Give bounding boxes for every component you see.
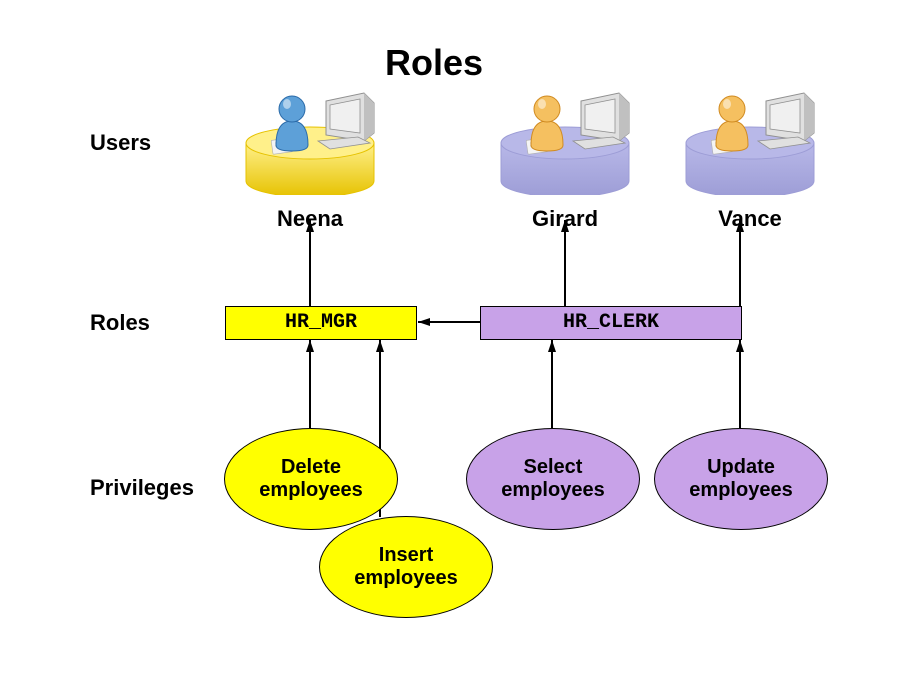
arrow-update-to-hr_clerk bbox=[736, 340, 744, 428]
arrow-hr_clerk-to-hr_mgr bbox=[418, 318, 480, 326]
arrow-hr_clerk-to-vance bbox=[736, 220, 744, 306]
arrow-delete-to-hr_mgr bbox=[306, 340, 314, 428]
user-vance: Vance bbox=[670, 85, 830, 232]
user-girard: Girard bbox=[485, 85, 645, 232]
user-desk-icon bbox=[230, 85, 390, 200]
user-label: Girard bbox=[485, 206, 645, 232]
privilege-label-line1: Update bbox=[707, 456, 775, 479]
privilege-label-line2: employees bbox=[501, 479, 604, 502]
privilege-label-line1: Delete bbox=[281, 456, 341, 479]
role-hr_mgr: HR_MGR bbox=[225, 306, 417, 340]
privilege-select: Selectemployees bbox=[466, 428, 640, 530]
privilege-label-line1: Select bbox=[524, 456, 583, 479]
arrow-select-to-hr_clerk bbox=[548, 340, 556, 428]
privilege-update: Updateemployees bbox=[654, 428, 828, 530]
user-label: Neena bbox=[230, 206, 390, 232]
privilege-label-line1: Insert bbox=[379, 544, 433, 567]
user-desk-icon bbox=[670, 85, 830, 200]
privilege-label-line2: employees bbox=[354, 567, 457, 590]
user-neena: Neena bbox=[230, 85, 390, 232]
privilege-delete: Deleteemployees bbox=[224, 428, 398, 530]
user-label: Vance bbox=[670, 206, 830, 232]
privilege-label-line2: employees bbox=[689, 479, 792, 502]
privilege-label-line2: employees bbox=[259, 479, 362, 502]
arrow-hr_clerk-to-girard bbox=[561, 220, 569, 306]
privilege-insert: Insertemployees bbox=[319, 516, 493, 618]
user-desk-icon bbox=[485, 85, 645, 200]
role-hr_clerk: HR_CLERK bbox=[480, 306, 742, 340]
arrow-hr_mgr-to-neena bbox=[306, 220, 314, 306]
